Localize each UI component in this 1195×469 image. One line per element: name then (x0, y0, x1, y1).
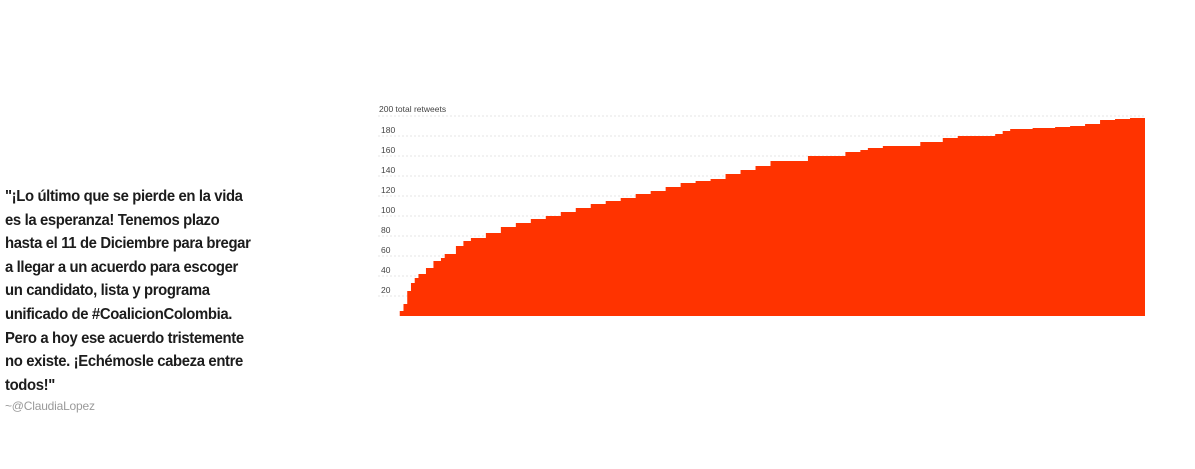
y-tick-label: 60 (381, 245, 391, 255)
y-top-label: 200 total retweets (379, 104, 446, 114)
quote-block: "¡Lo último que se pierde en la vida es … (5, 185, 260, 413)
y-tick-label: 140 (381, 165, 395, 175)
quote-text: "¡Lo último que se pierde en la vida es … (5, 188, 251, 394)
y-tick-labels: 20 40 60 80 100 120 140 160 180 (381, 125, 395, 295)
quote-author: ~@ClaudiaLopez (5, 399, 95, 414)
y-tick-label: 120 (381, 185, 395, 195)
y-tick-label: 20 (381, 285, 391, 295)
retweets-area (396, 117, 1145, 316)
y-tick-label: 160 (381, 145, 395, 155)
y-tick-label: 180 (381, 125, 395, 135)
y-tick-label: 80 (381, 225, 391, 235)
y-tick-label: 100 (381, 205, 395, 215)
y-tick-label: 40 (381, 265, 391, 275)
